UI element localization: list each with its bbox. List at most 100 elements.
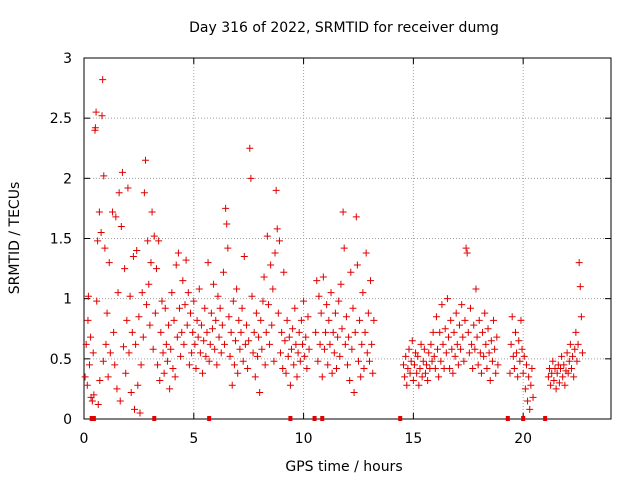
data-point xyxy=(565,357,573,365)
data-point xyxy=(165,321,173,329)
data-point xyxy=(229,297,237,305)
data-point xyxy=(359,289,367,297)
data-point xyxy=(117,222,125,230)
data-point xyxy=(144,237,152,245)
data-point xyxy=(184,289,192,297)
data-point xyxy=(113,385,121,393)
data-point xyxy=(399,361,407,369)
data-point xyxy=(89,349,97,357)
data-point xyxy=(171,373,179,381)
data-point xyxy=(289,325,297,333)
data-point xyxy=(570,373,578,381)
data-point xyxy=(368,340,376,348)
data-point xyxy=(219,268,227,276)
data-point xyxy=(218,321,226,329)
data-point xyxy=(195,285,203,293)
data-point xyxy=(404,364,412,372)
data-point xyxy=(480,352,488,360)
data-point xyxy=(312,328,320,336)
data-point xyxy=(155,237,163,245)
data-point xyxy=(334,333,342,341)
data-point xyxy=(192,364,200,372)
data-point xyxy=(177,352,185,360)
grid-lines xyxy=(84,58,611,419)
data-point xyxy=(259,297,267,305)
data-point xyxy=(156,376,164,384)
data-point xyxy=(278,328,286,336)
data-point xyxy=(236,345,244,353)
data-point xyxy=(363,349,371,357)
data-point xyxy=(563,349,571,357)
data-point xyxy=(469,364,477,372)
x-tick-label: 0 xyxy=(80,431,89,447)
data-point xyxy=(488,357,496,365)
data-point xyxy=(424,376,432,384)
data-point xyxy=(481,309,489,317)
data-point xyxy=(84,316,92,324)
data-point xyxy=(269,285,277,293)
data-point xyxy=(431,364,439,372)
data-point xyxy=(419,357,427,365)
data-point xyxy=(323,301,331,309)
y-tick-label: 1.5 xyxy=(50,232,72,248)
data-point xyxy=(125,349,133,357)
data-point xyxy=(464,328,472,336)
data-point xyxy=(96,376,104,384)
data-point xyxy=(415,381,423,389)
data-point xyxy=(351,328,359,336)
data-point xyxy=(466,304,474,312)
baseline-marker xyxy=(91,416,96,421)
data-point xyxy=(435,373,443,381)
data-point xyxy=(352,213,360,221)
data-point xyxy=(425,349,433,357)
data-point xyxy=(94,237,102,245)
data-point xyxy=(558,352,566,360)
data-point xyxy=(273,225,281,233)
data-point xyxy=(100,172,108,180)
data-point xyxy=(327,289,335,297)
data-point xyxy=(443,295,451,303)
data-point xyxy=(361,328,369,336)
x-tick-label: 10 xyxy=(295,431,313,447)
baseline-marker xyxy=(398,416,403,421)
data-point xyxy=(167,345,175,353)
data-point xyxy=(268,321,276,329)
data-point xyxy=(476,349,484,357)
data-point xyxy=(260,273,268,281)
data-point xyxy=(300,297,308,305)
data-point xyxy=(354,357,362,365)
data-point xyxy=(414,352,422,360)
data-point xyxy=(331,309,339,317)
data-point xyxy=(114,289,122,297)
data-point xyxy=(275,237,283,245)
data-point xyxy=(314,357,322,365)
data-point xyxy=(491,345,499,353)
data-point xyxy=(137,361,145,369)
data-point xyxy=(576,283,584,291)
data-point xyxy=(529,393,537,401)
data-point xyxy=(427,340,435,348)
data-point xyxy=(577,313,585,321)
data-point xyxy=(296,357,304,365)
data-point xyxy=(127,389,135,397)
data-point xyxy=(320,345,328,353)
data-point xyxy=(161,304,169,312)
data-point xyxy=(348,345,356,353)
data-point xyxy=(358,340,366,348)
data-point xyxy=(123,316,131,324)
data-point xyxy=(313,277,321,285)
y-tick-label: 0 xyxy=(63,412,72,428)
data-point xyxy=(186,309,194,317)
data-point xyxy=(522,361,530,369)
data-point xyxy=(248,292,256,300)
data-point xyxy=(349,304,357,312)
data-point xyxy=(357,373,365,381)
data-point xyxy=(356,316,364,324)
data-point xyxy=(421,369,429,377)
data-point xyxy=(409,376,417,384)
x-axis-label: GPS time / hours xyxy=(285,459,402,475)
data-point xyxy=(573,357,581,365)
data-point xyxy=(133,247,141,255)
data-point xyxy=(325,316,333,324)
data-point xyxy=(202,352,210,360)
